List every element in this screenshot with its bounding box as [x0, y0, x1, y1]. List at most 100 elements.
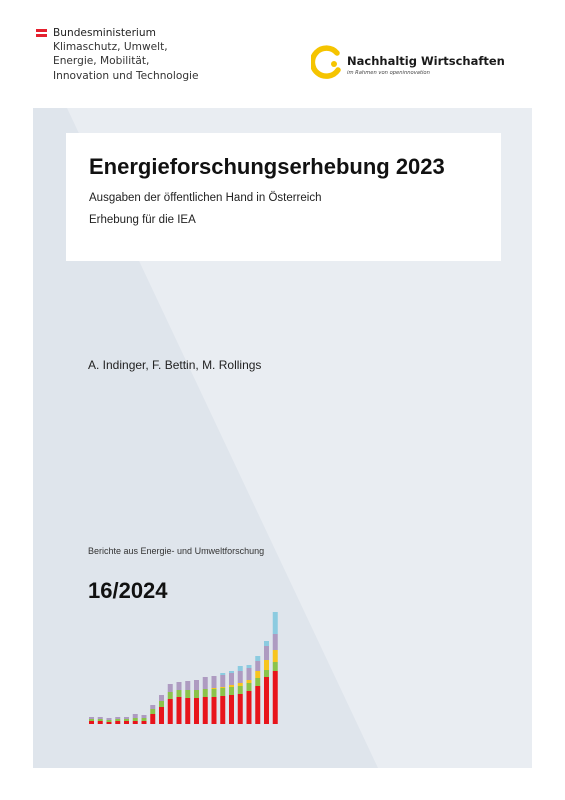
flag-stripe-middle [36, 31, 47, 35]
chart-bar-segment [89, 717, 94, 719]
chart-bar-segment [194, 690, 199, 698]
chart-bar-segment [229, 695, 234, 724]
chart-bar-segment [115, 717, 121, 719]
report-number: 16/2024 [88, 578, 168, 603]
chart-bar-segment [106, 720, 112, 722]
chart-bar-segment [97, 721, 103, 724]
partner-logo-subtitle: im Rahmen von openinnovation [347, 70, 430, 76]
chart-bar-segment [264, 670, 269, 677]
energy-research-chart [89, 612, 278, 724]
austrian-flag-icon [36, 29, 47, 37]
ring-logo-icon [311, 45, 341, 79]
chart-bar-segment [246, 691, 252, 724]
chart-bar-segment [141, 721, 147, 724]
chart-bar-segment [255, 678, 261, 686]
chart-bar-segment [176, 697, 182, 724]
chart-bar-segment [255, 671, 261, 678]
chart-bar-segment [211, 697, 217, 724]
chart-bar-segment [194, 698, 199, 724]
chart-bar-segment [229, 671, 234, 673]
chart-bar-segment [237, 694, 243, 724]
report-subtitle: Ausgaben der öffentlichen Hand in Österr… [89, 192, 322, 204]
chart-bar-segment [132, 714, 138, 718]
chart-bar-segment [167, 692, 173, 699]
chart-bar-segment [264, 660, 269, 670]
chart-bar-segment [124, 719, 129, 721]
chart-bar-segment [115, 721, 121, 724]
chart-bar-segment [194, 680, 199, 690]
report-title: Energieforschungserhebung 2023 [89, 154, 445, 179]
ministry-name-line-1: Bundesministerium [53, 27, 156, 39]
chart-bar-segment [264, 646, 269, 660]
chart-bar-segment [202, 689, 208, 697]
chart-bar-segment [132, 721, 138, 724]
chart-bar-segment [237, 683, 243, 686]
chart-bar-segment [150, 705, 156, 709]
chart-bar-segment [185, 698, 191, 724]
chart-bar-segment [159, 695, 164, 701]
chart-bar-segment [272, 634, 278, 650]
ministry-name-line-2: Klimaschutz, Umwelt, [53, 41, 168, 54]
chart-bar-segment [211, 688, 217, 689]
report-series: Berichte aus Energie- und Umweltforschun… [88, 546, 265, 556]
chart-bar-segment [97, 719, 103, 721]
chart-bar-segment [176, 690, 182, 697]
chart-bar-segment [255, 656, 261, 661]
chart-bar-segment [220, 687, 226, 688]
chart-bar-segment [220, 688, 226, 696]
chart-bar-segment [89, 721, 94, 724]
chart-bar-segment [272, 662, 278, 671]
chart-bar-segment [264, 641, 269, 646]
chart-bar-segment [167, 699, 173, 724]
chart-bar-segment [150, 714, 156, 724]
chart-bar-segment [237, 671, 243, 683]
chart-bar-segment [272, 612, 278, 634]
flag-stripe-top [36, 29, 47, 32]
chart-bar-segment [115, 719, 121, 721]
chart-bar-segment [220, 696, 226, 724]
chart-bar-segment [229, 687, 234, 695]
chart-bar-segment [264, 677, 269, 724]
chart-bar-segment [272, 650, 278, 662]
ministry-name-line-4: Innovation und Technologie [53, 69, 199, 82]
ministry-name-line-3: Energie, Mobilität, [53, 55, 150, 68]
chart-bar-segment [159, 707, 164, 724]
partner-logo-title: Nachhaltig Wirtschaften [347, 54, 505, 68]
chart-bar-segment [141, 718, 147, 721]
chart-bar-segment [176, 682, 182, 690]
chart-bar-segment [229, 673, 234, 685]
chart-bar-segment [89, 719, 94, 721]
diagonal-light-band [67, 108, 532, 768]
chart-bar-segment [220, 673, 226, 675]
chart-bar-segment [141, 715, 147, 718]
chart-bar-segment [229, 685, 234, 687]
title-box: Energieforschungserhebung 2023 Ausgaben … [66, 133, 501, 261]
chart-bar-segment [237, 666, 243, 671]
authors: A. Indinger, F. Bettin, M. Rollings [88, 358, 262, 372]
chart-bar-segment [167, 684, 173, 692]
chart-bar-segment [255, 661, 261, 671]
chart-bar-segment [150, 709, 156, 714]
chart-bar-segment [106, 718, 112, 720]
flag-stripe-bottom [36, 34, 47, 37]
chart-bar-segment [211, 689, 217, 697]
chart-bar-segment [124, 721, 129, 724]
chart-bar-segment [220, 675, 226, 687]
chart-bar-segment [246, 680, 252, 683]
chart-bar-segment [246, 668, 252, 680]
chart-bar-segment [159, 701, 164, 707]
ministry-name: Bundesministerium Klimaschutz, Umwelt, E… [53, 26, 199, 83]
chart-bar-segment [202, 677, 208, 689]
chart-bar-segment [272, 671, 278, 724]
chart-bar-segment [237, 686, 243, 694]
chart-bar-segment [246, 683, 252, 691]
report-subtitle-iea: Erhebung für die IEA [89, 214, 196, 226]
chart-bar-segment [97, 717, 103, 719]
chart-bar-segment [132, 718, 138, 721]
chart-bar-segment [124, 717, 129, 719]
chart-bar-segment [185, 690, 191, 698]
chart-bar-segment [202, 697, 208, 724]
chart-bar-segment [211, 676, 217, 688]
chart-bar-segment [246, 665, 252, 668]
chart-bar-segment [185, 681, 191, 690]
